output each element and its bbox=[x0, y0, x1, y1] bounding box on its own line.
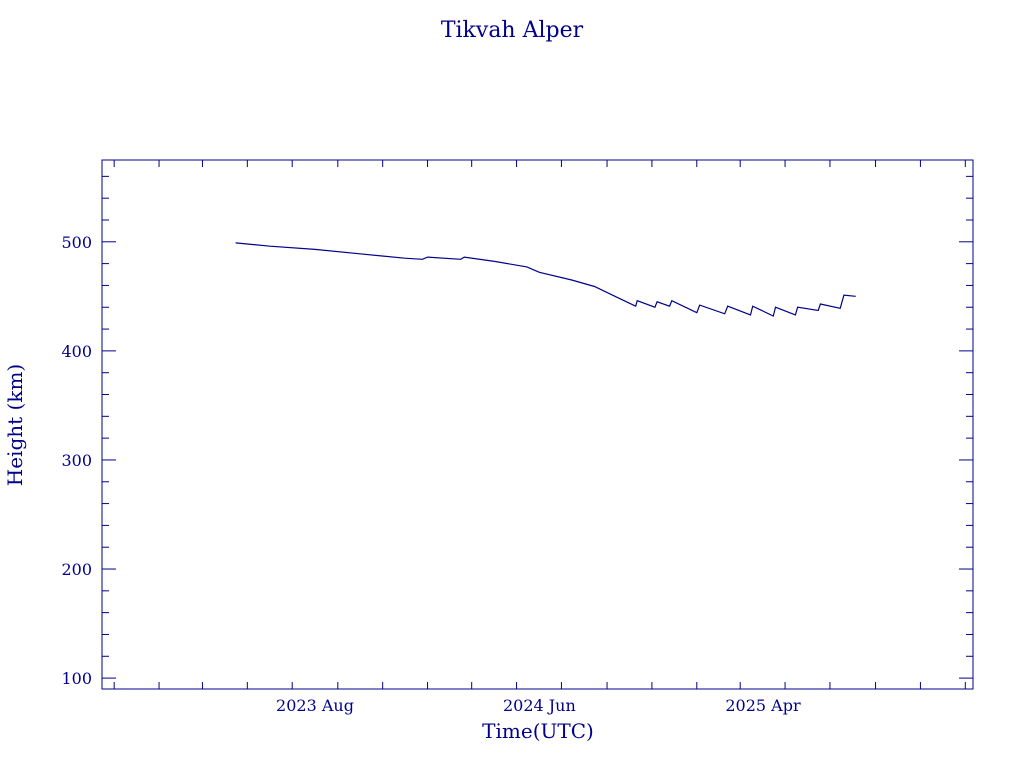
y-tick-label: 400 bbox=[61, 342, 92, 361]
chart-title: Tikvah Alper bbox=[441, 18, 584, 43]
height-series-line bbox=[235, 242, 856, 317]
plot-frame bbox=[101, 159, 974, 690]
x-axis: 2023 Aug 2024 Jun 2025 Apr bbox=[113, 160, 966, 715]
y-tick-label: 200 bbox=[61, 560, 92, 579]
x-tick-label: 2025 Apr bbox=[725, 696, 801, 715]
y-tick-label: 300 bbox=[61, 451, 92, 470]
x-axis-label: Time(UTC) bbox=[482, 719, 594, 743]
x-tick-label: 2023 Aug bbox=[276, 696, 354, 715]
y-axis-label: Height (km) bbox=[3, 364, 27, 486]
y-tick-label: 100 bbox=[61, 669, 92, 688]
y-axis: 100 200 300 400 500 bbox=[61, 175, 973, 688]
y-tick-label: 500 bbox=[61, 233, 92, 252]
x-tick-label: 2024 Jun bbox=[503, 696, 576, 715]
